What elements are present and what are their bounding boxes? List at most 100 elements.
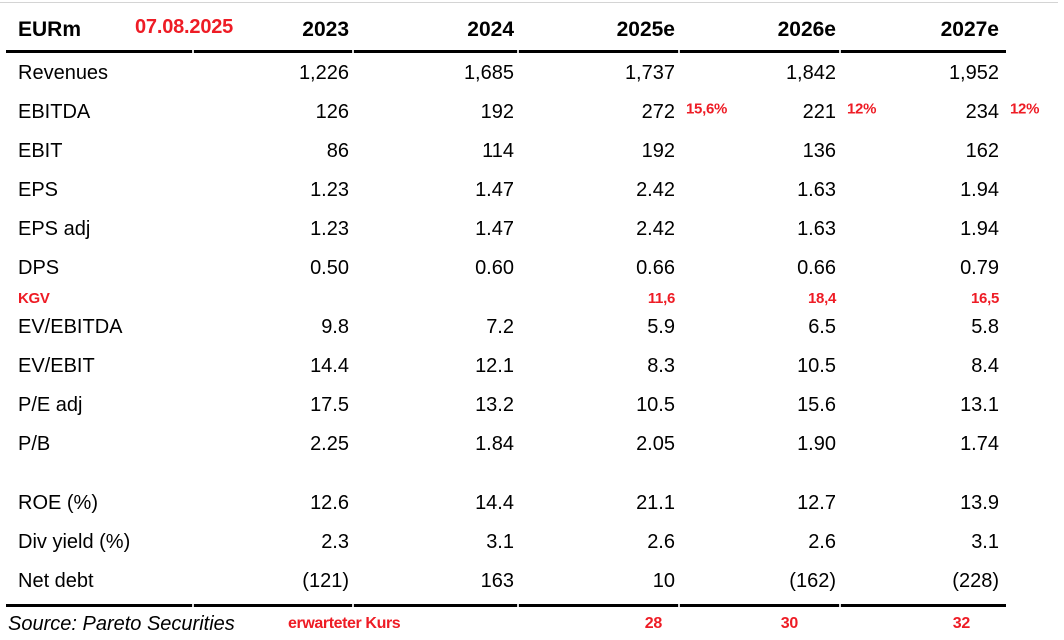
- footer-empty-cell: [352, 609, 517, 639]
- cell-value: 13.9: [960, 492, 999, 514]
- growth-annotation-2027e: 12%: [1010, 100, 1040, 117]
- cell-value: 1.94: [960, 179, 999, 201]
- expected-price-2025e: 28: [644, 615, 663, 632]
- growth-annotation-2026e: 12%: [847, 100, 877, 117]
- cell-net-debt-2027e: (228): [839, 562, 1002, 601]
- cell-eps-2026e: 1.63: [678, 171, 839, 210]
- cell-value: 3.1: [971, 531, 999, 553]
- table-row-ebitda: EBITDA 126 192 272 15,6% 221 12% 234 12%: [8, 93, 1039, 132]
- cell-eps-adj-2027e: 1.94: [839, 210, 1002, 249]
- table-footer-row: Source: Pareto Securities erwarteter Kur…: [8, 609, 1002, 639]
- cell-eps-adj-2026e: 1.63: [678, 210, 839, 249]
- cell-value: 3.1: [486, 531, 514, 553]
- cell-eps-adj-2024: 1.47: [352, 210, 517, 249]
- cell-value: 12.1: [475, 355, 514, 377]
- cell-value: 0.66: [636, 257, 675, 279]
- column-tick: [352, 604, 354, 607]
- date-annotation: 07.08.2025: [135, 16, 234, 38]
- header-divider-line: [6, 50, 1006, 53]
- row-label-dps: DPS: [18, 257, 60, 279]
- cell-eps-2024: 1.47: [352, 171, 517, 210]
- column-tick: [678, 50, 680, 53]
- cell-eps-adj-2023: 1.23: [192, 210, 352, 249]
- cell-roe-2025e: 21.1: [517, 484, 678, 523]
- cell-value: 234: [965, 101, 999, 123]
- cell-revenues-2027e: 1,952: [839, 54, 1002, 93]
- cell-ev-ebit-2023: 14.4: [192, 347, 352, 386]
- cell-revenues-2023: 1,226: [192, 54, 352, 93]
- expected-price-2027e: 32: [952, 615, 971, 632]
- cell-ev-ebitda-2025e: 5.9: [517, 308, 678, 347]
- cell-net-debt-2026e: (162): [678, 562, 839, 601]
- row-label-revenues: Revenues: [18, 62, 109, 84]
- cell-value: 126: [315, 101, 349, 123]
- cell-value: 221: [802, 101, 836, 123]
- cell-value: 86: [326, 140, 349, 162]
- cell-value: 272: [641, 101, 675, 123]
- row-label-eps-adj: EPS adj: [18, 218, 91, 240]
- cell-ebitda-2025e: 272 15,6%: [517, 93, 728, 132]
- cell-ev-ebitda-2026e: 6.5: [678, 308, 839, 347]
- table-body: Revenues 1,226 1,685 1,737 1,842 1,952 EBITDA 1…: [8, 54, 1039, 601]
- row-label-net-debt: Net debt: [18, 570, 94, 592]
- row-label-ev-ebit: EV/EBIT: [18, 355, 95, 377]
- cell-kgv-2026e: 18,4: [678, 288, 839, 308]
- cell-value: 7.2: [486, 316, 514, 338]
- cell-ev-ebitda-2027e: 5.8: [839, 308, 1002, 347]
- cell-value: 10: [652, 570, 675, 592]
- table-bottom-line: [6, 604, 1006, 607]
- cell-value: 2.42: [636, 218, 675, 240]
- row-label-p-e-adj: P/E adj: [18, 394, 83, 416]
- cell-roe-2027e: 13.9: [839, 484, 1002, 523]
- cell-eps-2025e: 2.42: [517, 171, 678, 210]
- cell-value: 1.90: [797, 433, 836, 455]
- row-label-ebitda: EBITDA: [18, 101, 91, 123]
- expected-price-label: erwarteter Kurs: [288, 615, 401, 632]
- cell-value: 192: [480, 101, 514, 123]
- cell-ebit-2023: 86: [192, 132, 352, 171]
- cell-value: 18,4: [808, 289, 836, 307]
- expected-price-2026e: 30: [780, 615, 799, 632]
- cell-dps-2025e: 0.66: [517, 249, 678, 288]
- table-row-p-e-adj: P/E adj 17.5 13.2 10.5 15.6 13.1: [8, 386, 1002, 425]
- cell-net-debt-2025e: 10: [517, 562, 678, 601]
- row-label-roe: ROE (%): [18, 492, 98, 514]
- cell-value: 8.4: [971, 355, 999, 377]
- cell-value: 12.7: [797, 492, 836, 514]
- cell-net-debt-2023: (121): [192, 562, 352, 601]
- cell-value: 17.5: [310, 394, 349, 416]
- cell-div-yield-2023: 2.3: [192, 523, 352, 562]
- source-note: Source: Pareto Securities: [8, 612, 235, 635]
- cell-revenues-2024: 1,685: [352, 54, 517, 93]
- spacer-row: [8, 464, 1002, 484]
- cell-value: 1.84: [475, 433, 514, 455]
- table-row-div-yield: Div yield (%) 2.3 3.1 2.6 2.6 3.1: [8, 523, 1002, 562]
- cell-value: 6.5: [808, 316, 836, 338]
- cell-p-b-2026e: 1.90: [678, 425, 839, 464]
- cell-value: 14.4: [475, 492, 514, 514]
- cell-value: 1.47: [475, 179, 514, 201]
- cell-value: 10.5: [636, 394, 675, 416]
- table-row-eps: EPS 1.23 1.47 2.42 1.63 1.94: [8, 171, 1002, 210]
- cell-value: 162: [965, 140, 999, 162]
- cell-value: 2.6: [647, 531, 675, 553]
- cell-value: 2.6: [808, 531, 836, 553]
- cell-p-e-adj-2024: 13.2: [352, 386, 517, 425]
- cell-value: 16,5: [971, 289, 999, 307]
- column-tick: [678, 604, 680, 607]
- cell-p-e-adj-2027e: 13.1: [839, 386, 1002, 425]
- cell-value: 0.79: [960, 257, 999, 279]
- cell-value: 1.63: [797, 179, 836, 201]
- cell-p-b-2025e: 2.05: [517, 425, 678, 464]
- table-row-revenues: Revenues 1,226 1,685 1,737 1,842 1,952: [8, 54, 1002, 93]
- cell-ev-ebit-2025e: 8.3: [517, 347, 678, 386]
- table-row-net-debt: Net debt (121) 163 10 (162) (228): [8, 562, 1002, 601]
- table-row-ev-ebitda: EV/EBITDA 9.8 7.2 5.9 6.5 5.8: [8, 308, 1002, 347]
- cell-value: 5.8: [971, 316, 999, 338]
- cell-value: 192: [641, 140, 675, 162]
- table-row-roe: ROE (%) 12.6 14.4 21.1 12.7 13.9: [8, 484, 1002, 523]
- cell-value: 1.23: [310, 179, 349, 201]
- cell-value: 0.66: [797, 257, 836, 279]
- cell-dps-2026e: 0.66: [678, 249, 839, 288]
- column-tick: [192, 604, 194, 607]
